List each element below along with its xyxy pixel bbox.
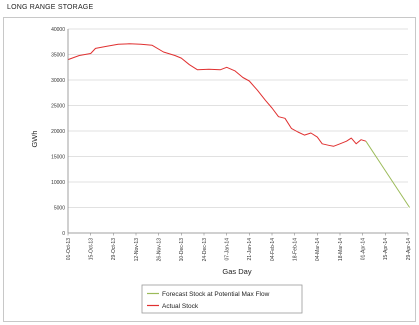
series-lines bbox=[67, 43, 411, 208]
x-tick-label: 29-Apr-14 bbox=[406, 238, 412, 260]
series-line-actual bbox=[67, 43, 367, 147]
chart-frame bbox=[3, 17, 416, 322]
x-tick-label: 18-Mar-14 bbox=[338, 238, 344, 261]
legend-label-forecast: Forecast Stock at Potential Max Flow bbox=[162, 291, 270, 298]
x-tick-label: 15-Oct-13 bbox=[88, 238, 94, 260]
y-tick-label: 40000 bbox=[51, 27, 65, 33]
x-tick-label: 10-Dec-13 bbox=[179, 238, 185, 262]
legend-label-actual: Actual Stock bbox=[162, 303, 199, 310]
x-tick-label: 29-Oct-13 bbox=[111, 238, 117, 260]
gridlines bbox=[68, 28, 408, 234]
x-tick-label: 07-Jan-14 bbox=[224, 238, 230, 261]
y-tick-label: 35000 bbox=[51, 52, 65, 58]
y-tick-label: 20000 bbox=[51, 129, 65, 135]
series-line-forecast bbox=[365, 140, 411, 208]
x-tick-label: 15-Apr-14 bbox=[383, 238, 389, 260]
y-axis-label: GWh bbox=[30, 130, 39, 147]
y-tick-labels: 0 5000 10000 15000 20000 25000 30000 35000 40000 bbox=[51, 27, 65, 237]
x-tick-label: 26-Nov-13 bbox=[156, 238, 162, 262]
x-tick-label: 18-Feb-14 bbox=[292, 238, 298, 261]
x-tick-label: 04-Feb-14 bbox=[270, 238, 276, 261]
y-tick-label: 0 bbox=[62, 231, 65, 237]
y-tick-label: 5000 bbox=[54, 205, 65, 211]
y-tick-label: 30000 bbox=[51, 78, 65, 84]
x-axis-label: Gas Day bbox=[222, 267, 251, 276]
x-tick-label: 04-Mar-14 bbox=[315, 238, 321, 261]
x-tick-label: 01-Apr-14 bbox=[360, 238, 366, 260]
y-tick-label: 25000 bbox=[51, 103, 65, 109]
x-tick-label: 01-Oct-13 bbox=[66, 238, 72, 260]
legend-box bbox=[141, 284, 303, 314]
legend: Forecast Stock at Potential Max Flow Act… bbox=[141, 284, 303, 314]
y-tick-label: 10000 bbox=[51, 180, 65, 186]
x-tick-label: 12-Nov-13 bbox=[134, 238, 140, 262]
page-title: LONG RANGE STORAGE bbox=[7, 4, 94, 11]
y-tick-label: 15000 bbox=[51, 154, 65, 160]
x-tick-label: 24-Dec-13 bbox=[202, 238, 208, 262]
x-tick-labels: 01-Oct-13 15-Oct-13 29-Oct-13 12-Nov-13 26-N… bbox=[66, 233, 412, 261]
x-tick-label: 21-Jan-14 bbox=[247, 238, 253, 261]
